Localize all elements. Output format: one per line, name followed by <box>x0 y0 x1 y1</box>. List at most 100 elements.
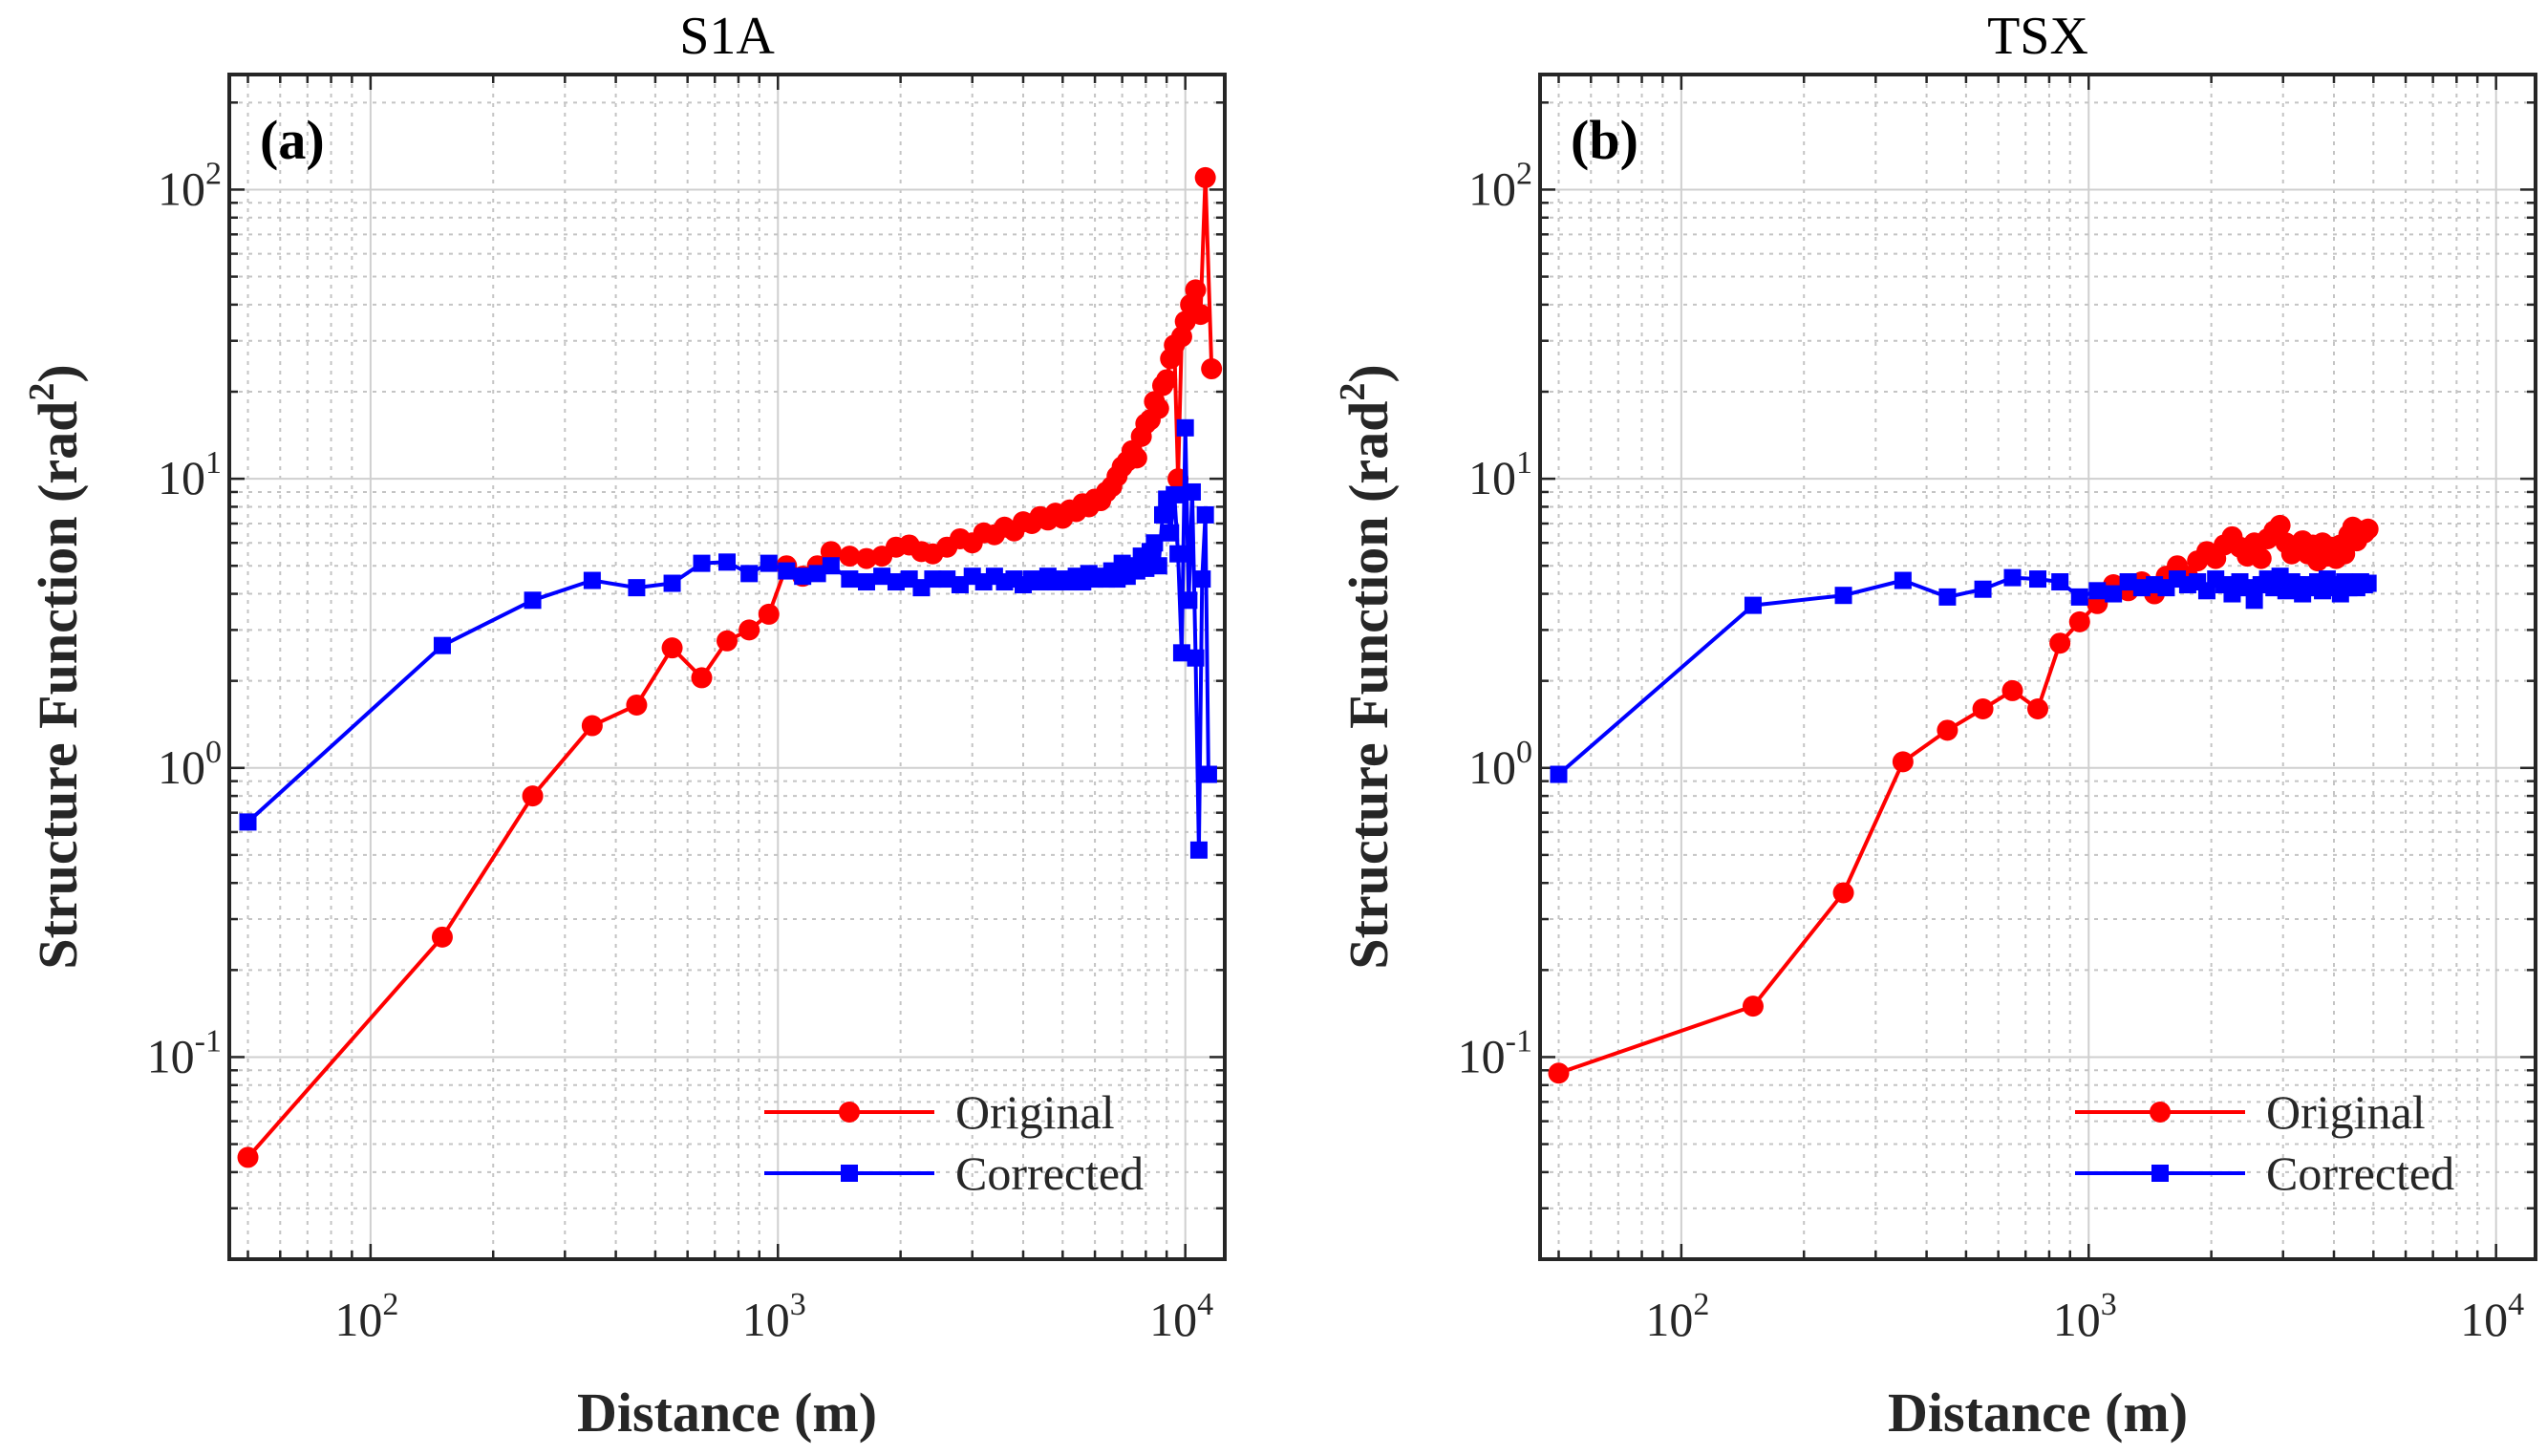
data-point-corrected <box>822 557 840 575</box>
data-point-corrected <box>1834 587 1852 605</box>
data-point-corrected <box>1176 418 1194 437</box>
y-axis-title-main: Structure Function (rad <box>27 401 89 970</box>
y-tick-label-base: 10 <box>158 740 205 794</box>
x-tick-label: 102 <box>334 1287 398 1346</box>
data-point-corrected <box>583 571 601 589</box>
y-tick-label-exponent: 0 <box>205 735 222 770</box>
data-point-corrected <box>1172 644 1190 662</box>
data-point-original <box>738 619 760 641</box>
y-tick-label-base: 10 <box>147 1029 195 1082</box>
y-tick-label: 100 <box>158 735 222 794</box>
y-tick-label: 10-1 <box>1458 1023 1532 1082</box>
legend-marker-corrected <box>2151 1165 2169 1182</box>
y-tick-label-base: 10 <box>158 451 205 504</box>
data-point-corrected <box>2119 573 2137 591</box>
y-tick-label-exponent: 0 <box>1516 735 1532 770</box>
y-tick-label-exponent: 2 <box>1516 156 1532 191</box>
data-point-original <box>1125 447 1147 469</box>
y-tick-label-exponent: -1 <box>195 1023 222 1059</box>
data-point-corrected <box>2029 570 2046 589</box>
series-layer <box>237 166 1223 1168</box>
data-point-corrected <box>1187 649 1205 667</box>
legend-label-original: Original <box>955 1085 1115 1139</box>
x-tick-label: 104 <box>2460 1287 2524 1346</box>
legend-label-corrected: Corrected <box>2266 1146 2454 1200</box>
data-point-corrected <box>740 565 759 583</box>
data-point-original <box>1189 304 1211 326</box>
x-tick-label-exponent: 3 <box>790 1287 806 1322</box>
x-axis-title: Distance (m) <box>577 1381 877 1444</box>
y-tick-label: 100 <box>1468 735 1532 794</box>
data-point-original <box>2250 547 2272 569</box>
data-point-original <box>522 785 544 807</box>
data-point-original <box>717 630 738 652</box>
data-point-corrected <box>2359 574 2377 592</box>
y-axis-title: Structure Function (rad2) <box>22 364 89 969</box>
data-point-original <box>431 926 453 948</box>
legend-marker-corrected <box>841 1165 858 1182</box>
data-point-corrected <box>887 573 905 591</box>
y-tick-label: 10-1 <box>147 1023 222 1082</box>
y-tick-label-exponent: 2 <box>205 156 222 191</box>
data-point-original <box>2269 514 2291 536</box>
data-point-original <box>1156 369 1178 391</box>
data-point-corrected <box>2245 591 2263 610</box>
data-point-original <box>1892 751 1914 773</box>
data-point-corrected <box>1154 505 1172 524</box>
legend: Original Corrected <box>764 1085 1144 1200</box>
data-point-corrected <box>2088 582 2107 600</box>
data-point-corrected <box>778 562 796 580</box>
x-tick-label-base: 10 <box>2053 1293 2101 1346</box>
x-tick-label-base: 10 <box>334 1293 382 1346</box>
x-tick-label: 103 <box>2053 1287 2117 1346</box>
data-point-corrected <box>2003 568 2022 587</box>
data-point-corrected <box>1196 505 1214 524</box>
data-point-original <box>1742 996 1764 1017</box>
data-point-corrected <box>628 579 646 597</box>
data-point-corrected <box>1550 765 1568 783</box>
data-point-corrected <box>794 567 812 586</box>
x-axis-title: Distance (m) <box>1888 1381 2188 1444</box>
data-point-corrected <box>841 570 859 589</box>
legend-marker-original <box>839 1102 860 1123</box>
axes-box <box>227 73 1227 1261</box>
x-tick-label-base: 10 <box>2460 1293 2508 1346</box>
data-point-corrected <box>1162 524 1180 542</box>
data-point-corrected <box>760 554 778 572</box>
data-point-original <box>1972 697 1994 719</box>
data-point-corrected <box>1145 534 1164 552</box>
x-tick-label-exponent: 4 <box>1197 1287 1213 1322</box>
legend-label-original: Original <box>2266 1085 2426 1139</box>
x-tick-label-exponent: 2 <box>382 1287 398 1322</box>
data-point-original <box>237 1146 259 1168</box>
chart-title: TSX <box>1987 7 2088 66</box>
data-point-corrected <box>873 567 891 586</box>
data-point-corrected <box>938 570 956 589</box>
data-point-original <box>1201 358 1223 380</box>
data-point-corrected <box>1894 571 1912 589</box>
y-axis-title-tail: ) <box>27 364 89 382</box>
data-point-corrected <box>808 565 826 583</box>
data-point-corrected <box>1180 591 1198 610</box>
x-tick-label: 104 <box>1149 1287 1213 1346</box>
y-tick-label-base: 10 <box>1458 1029 1506 1082</box>
x-tick-label-exponent: 3 <box>2101 1287 2117 1322</box>
y-axis-title-superscript: 2 <box>1333 383 1373 401</box>
y-tick-label: 101 <box>1468 445 1532 504</box>
x-tick-label-base: 10 <box>1149 1293 1197 1346</box>
y-tick-label: 102 <box>1468 156 1532 215</box>
data-point-corrected <box>1974 580 1992 598</box>
data-point-corrected <box>693 554 711 572</box>
y-tick-label-exponent: 1 <box>205 445 222 481</box>
x-tick-label: 102 <box>1645 1287 1709 1346</box>
data-point-corrected <box>1199 765 1217 783</box>
data-point-corrected <box>433 636 451 654</box>
y-tick-label-exponent: 1 <box>1516 445 1532 481</box>
data-point-original <box>581 715 603 737</box>
data-point-original <box>856 547 878 569</box>
data-point-original <box>691 667 713 689</box>
y-tick-label-base: 10 <box>1468 451 1516 504</box>
y-axis-title: Structure Function (rad2) <box>1333 364 1400 969</box>
